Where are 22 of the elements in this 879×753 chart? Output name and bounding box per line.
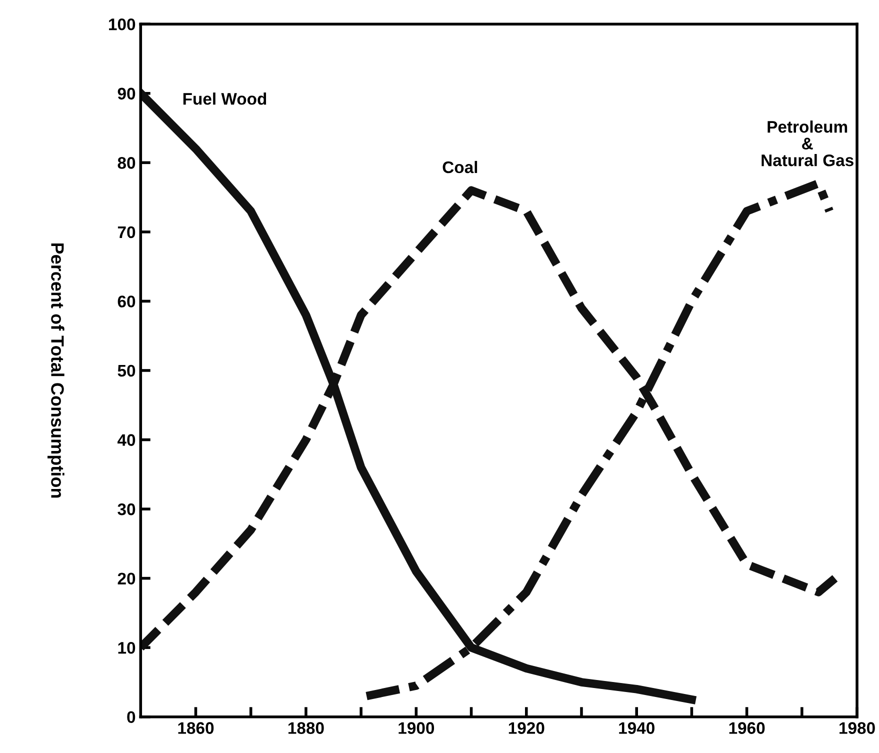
y-tick-label: 0: [127, 711, 136, 724]
x-tick-label: 1980: [840, 722, 875, 734]
y-tick-label: 10: [118, 642, 136, 654]
y-tick-label: 40: [117, 434, 136, 446]
y-tick-label: 80: [118, 157, 136, 169]
y-tick-label: 90: [118, 88, 136, 100]
x-tick-label: 1900: [398, 722, 434, 734]
x-tick-label: 1920: [508, 722, 544, 734]
y-tick-label: 100: [109, 18, 136, 30]
y-tick-label: 70: [118, 226, 136, 238]
text: Petroleum & Natural Gas: [762, 120, 854, 166]
series-label: Coal: [442, 160, 478, 174]
y-tick-label: 30: [118, 503, 136, 516]
x-tick-label: 1880: [288, 722, 324, 734]
x-tick-label: 1940: [619, 722, 654, 734]
y-tick-label: 50: [118, 364, 136, 377]
y-tick-label: 60: [118, 296, 136, 308]
y-axis-title: Percent of Total Consumption: [48, 243, 64, 498]
x-tick-label: 1960: [729, 722, 765, 734]
series-label: Fuel Wood: [183, 92, 266, 105]
x-tick-label: 1860: [178, 722, 214, 734]
y-tick-label: 20: [118, 572, 136, 585]
